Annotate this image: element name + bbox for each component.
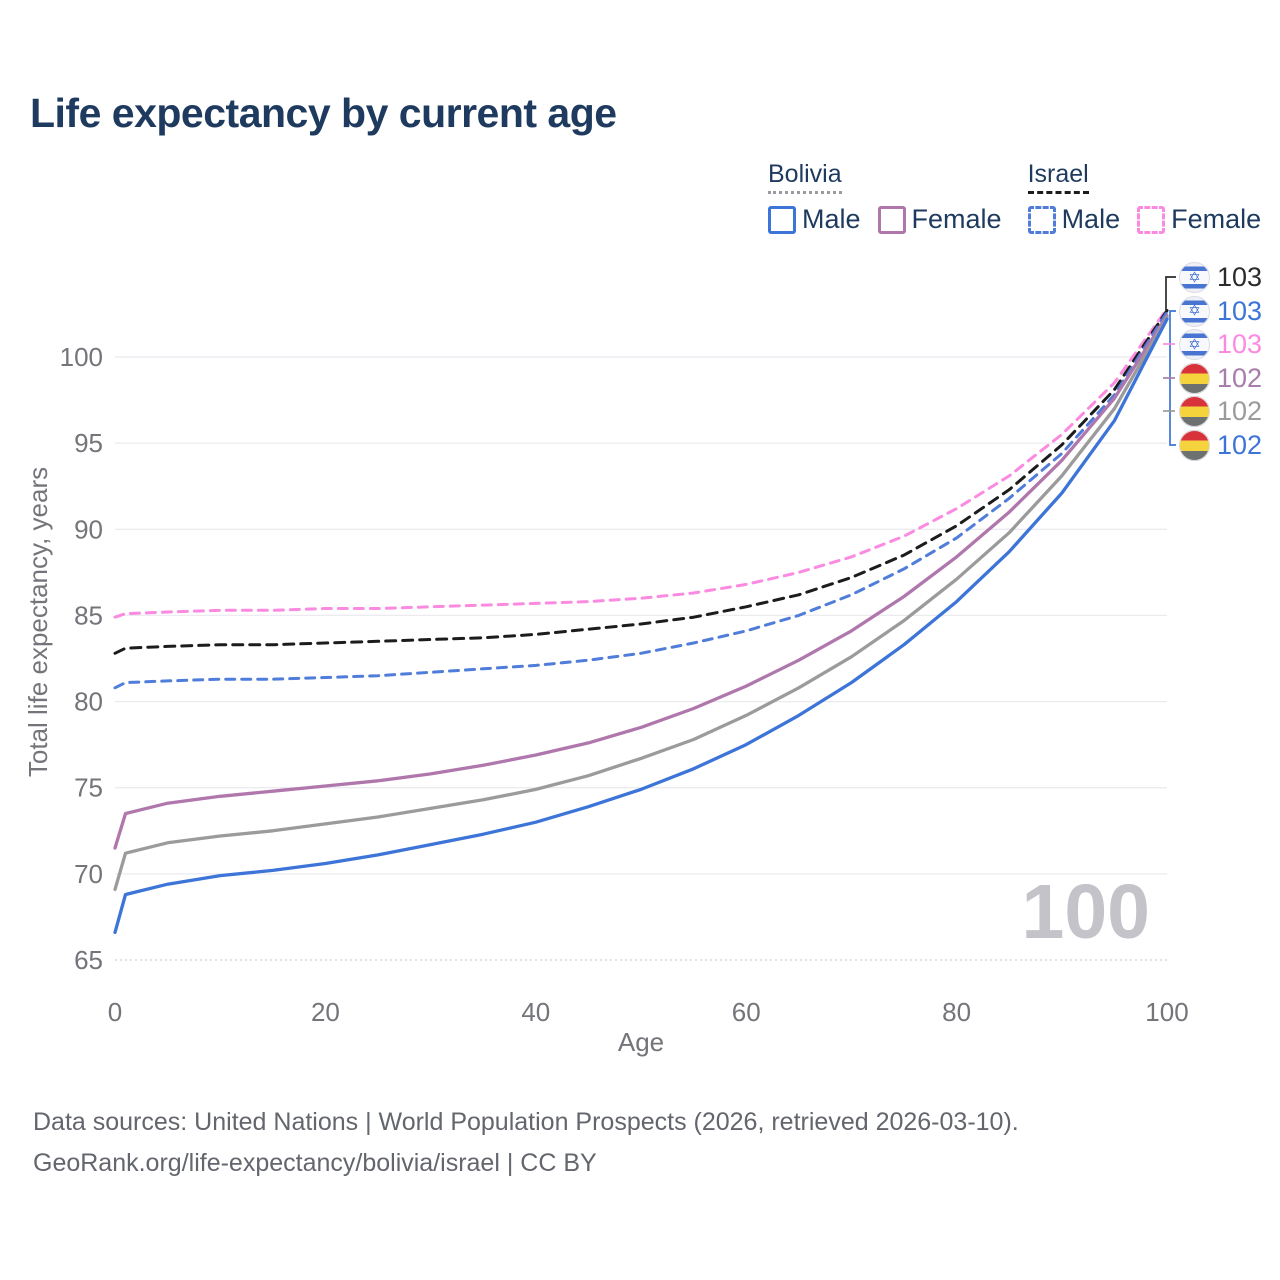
y-tick-label: 95 <box>74 428 103 458</box>
legend-swatch-bolivia-male[interactable] <box>768 205 796 234</box>
y-tick-label: 80 <box>74 687 103 717</box>
y-tick-label: 75 <box>74 773 103 803</box>
legend-item-bolivia-female[interactable]: Female <box>877 204 1002 235</box>
series-line-israel-male <box>113 310 1169 690</box>
legend-label: Male <box>802 204 861 234</box>
x-tick-label: 100 <box>1145 997 1188 1027</box>
legend-label: Male <box>1061 204 1121 234</box>
legend-swatch-bolivia-female[interactable] <box>877 205 906 234</box>
legend-group-israel: Israel Male Female <box>1027 160 1261 235</box>
y-axis-title: Total life expectancy, years <box>23 467 53 777</box>
x-tick-label: 40 <box>521 997 550 1027</box>
series-line-bolivia-total <box>113 315 1169 892</box>
series-line-bolivia-female <box>113 314 1169 850</box>
page-title: Life expectancy by current age <box>30 90 617 136</box>
series-line-bolivia-male <box>113 317 1169 935</box>
footer: Data sources: United Nations | World Pop… <box>33 1102 1019 1184</box>
legend-group-bolivia: Bolivia Male Female <box>768 160 1002 235</box>
x-tick-label: 80 <box>942 997 971 1027</box>
y-tick-label: 65 <box>74 945 103 975</box>
leader-line-israel-total <box>1165 276 1176 310</box>
attribution-line: GeoRank.org/life-expectancy/bolivia/isra… <box>33 1149 597 1177</box>
y-tick-label: 90 <box>74 514 103 544</box>
legend-country-israel: Israel <box>1027 160 1089 194</box>
legend-item-bolivia-male[interactable]: Male <box>768 204 861 235</box>
legend-item-israel-female[interactable]: Female <box>1137 204 1261 235</box>
chart-legend: Bolivia Male Female Israel Male Female <box>768 160 1261 235</box>
series-line-israel-total <box>113 309 1169 655</box>
series-line-israel-female <box>113 307 1169 619</box>
y-tick-label: 85 <box>74 600 103 630</box>
legend-swatch-israel-male[interactable] <box>1027 205 1056 234</box>
y-tick-label: 100 <box>60 342 103 372</box>
data-sources-line: Data sources: United Nations | World Pop… <box>33 1108 1019 1136</box>
legend-label: Female <box>911 204 1002 234</box>
legend-label: Female <box>1171 204 1262 234</box>
y-tick-label: 70 <box>74 859 103 889</box>
legend-item-israel-male[interactable]: Male <box>1027 204 1121 235</box>
x-tick-label: 20 <box>311 997 340 1027</box>
x-tick-label: 60 <box>732 997 761 1027</box>
legend-country-bolivia: Bolivia <box>768 160 842 194</box>
age-counter-watermark: 100 <box>1021 869 1150 955</box>
x-axis-title: Age <box>618 1027 664 1057</box>
x-tick-label: 0 <box>108 997 122 1027</box>
legend-swatch-israel-female[interactable] <box>1137 205 1166 234</box>
